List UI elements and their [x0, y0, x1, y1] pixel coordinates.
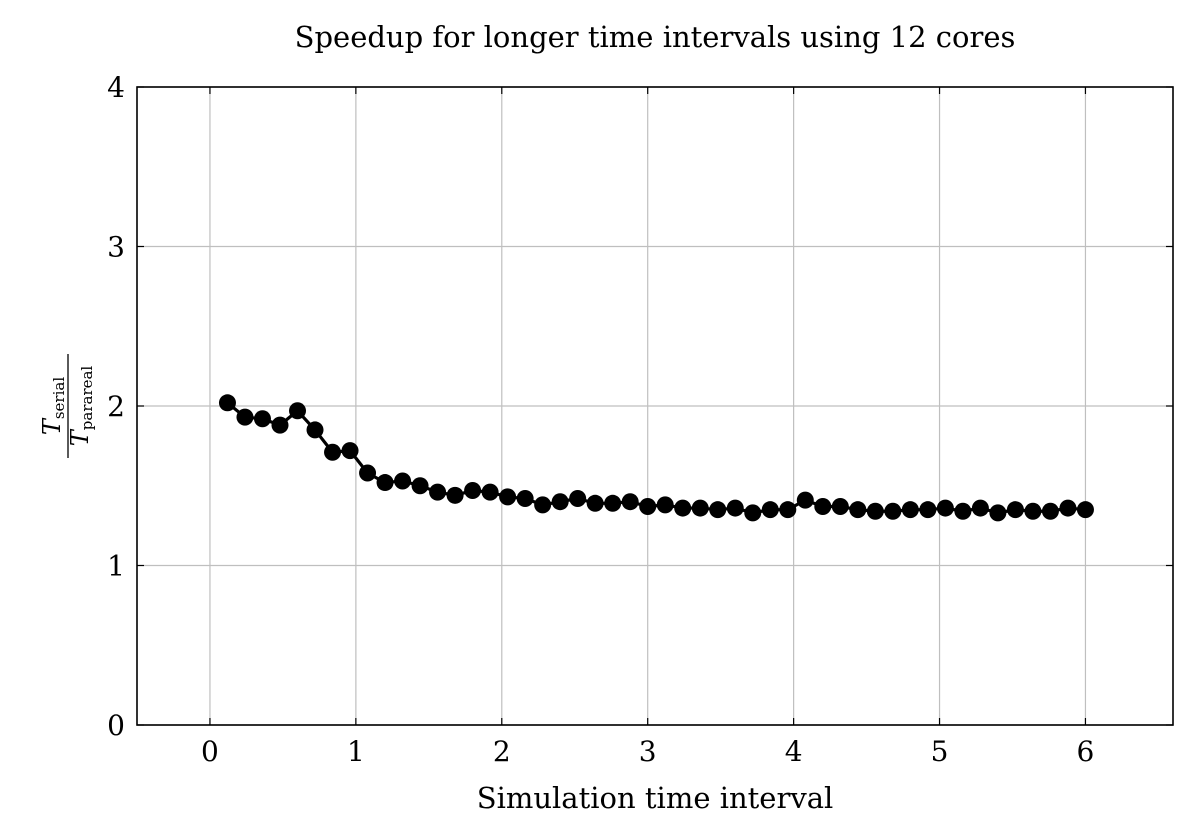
data-point [411, 477, 429, 495]
data-point [709, 501, 727, 519]
data-point [691, 499, 709, 517]
data-point [253, 410, 271, 428]
x-tick-label: 3 [639, 735, 657, 768]
data-point [726, 499, 744, 517]
data-point [218, 394, 236, 412]
data-point [919, 501, 937, 519]
data-point [779, 501, 797, 519]
x-tick-label: 5 [931, 735, 949, 768]
x-axis-label: Simulation time interval [477, 781, 834, 815]
chart-title: Speedup for longer time intervals using … [295, 20, 1016, 54]
data-point [971, 499, 989, 517]
y-tick-label: 2 [107, 390, 125, 423]
x-tick-label: 1 [347, 735, 365, 768]
x-tick-label: 2 [493, 735, 511, 768]
data-point [744, 504, 762, 522]
data-point [481, 483, 499, 501]
data-point [1006, 501, 1024, 519]
data-points [218, 394, 1094, 522]
data-point [516, 490, 534, 508]
data-point [376, 474, 394, 492]
data-point [394, 472, 412, 490]
x-axis-ticks: 0 1 2 3 4 5 6 [201, 87, 1094, 768]
x-tick-label: 4 [785, 735, 803, 768]
data-point [936, 499, 954, 517]
data-point [884, 502, 902, 520]
data-point [639, 497, 657, 515]
y-axis-ticks: 0 1 2 3 4 [107, 71, 1173, 742]
data-point [324, 443, 342, 461]
data-point [656, 496, 674, 514]
data-point [814, 497, 832, 515]
data-point [989, 504, 1007, 522]
y-label-numerator: T [38, 417, 66, 435]
data-point [499, 488, 517, 506]
data-point [849, 501, 867, 519]
data-point [271, 416, 289, 434]
y-label-denominator-sub: parareal [78, 366, 96, 431]
data-point [569, 490, 587, 508]
data-point [341, 442, 359, 460]
data-point [621, 493, 639, 511]
data-point [429, 483, 447, 501]
data-point [761, 501, 779, 519]
data-point [674, 499, 692, 517]
data-point [359, 464, 377, 482]
data-point [604, 494, 622, 512]
y-axis-label: Tserial Tparareal [38, 354, 96, 458]
data-point [1041, 502, 1059, 520]
y-tick-label: 4 [107, 71, 125, 104]
data-point [306, 421, 324, 439]
y-tick-label: 3 [107, 231, 125, 264]
data-point [464, 482, 482, 500]
data-point [446, 486, 464, 504]
data-point [901, 501, 919, 519]
data-point [586, 494, 604, 512]
data-point [831, 497, 849, 515]
x-tick-label: 0 [201, 735, 219, 768]
y-label-numerator-sub: serial [50, 377, 68, 419]
data-point [1076, 501, 1094, 519]
data-point [1024, 502, 1042, 520]
svg-text:Tserial: Tserial [38, 377, 68, 436]
data-point [796, 491, 814, 509]
x-tick-label: 6 [1077, 735, 1095, 768]
data-point [954, 502, 972, 520]
y-label-denominator: T [66, 428, 94, 446]
y-tick-label: 1 [107, 550, 125, 583]
data-point [551, 493, 569, 511]
data-point [866, 502, 884, 520]
data-point [236, 408, 254, 426]
data-point [289, 402, 307, 420]
data-point [1059, 499, 1077, 517]
data-point [534, 496, 552, 514]
y-tick-label: 0 [107, 709, 125, 742]
svg-text:Tparareal: Tparareal [66, 366, 96, 447]
